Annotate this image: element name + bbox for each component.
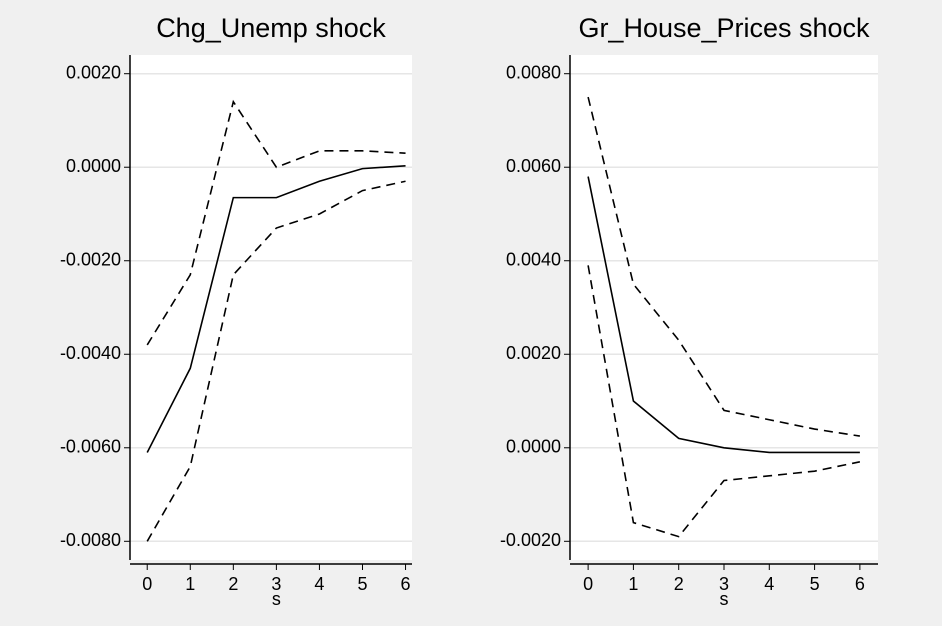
- x-tick-label: 1: [628, 574, 638, 594]
- x-tick-label: 0: [142, 574, 152, 594]
- y-tick-label: 0.0080: [506, 62, 561, 82]
- series-line: [587, 96, 861, 437]
- x-tick-label: 6: [855, 574, 865, 594]
- chart-title: Chg_Unemp shock: [156, 13, 386, 43]
- y-tick-label: -0.0020: [60, 249, 121, 269]
- y-tick-label: -0.0040: [60, 343, 121, 363]
- y-tick-label: -0.0080: [60, 530, 121, 550]
- x-tick-label: 0: [583, 574, 593, 594]
- y-tick-label: -0.0060: [60, 437, 121, 457]
- y-tick-label: 0.0040: [506, 249, 561, 269]
- x-tick-label: 2: [228, 574, 238, 594]
- x-tick-label: 4: [314, 574, 324, 594]
- y-tick-label: 0.0000: [506, 437, 561, 457]
- series-line: [587, 265, 861, 538]
- series-line: [587, 176, 860, 454]
- x-tick-label: 2: [674, 574, 684, 594]
- series-line: [146, 165, 406, 453]
- x-axis-label: s: [720, 589, 729, 609]
- y-tick-label: 0.0020: [506, 343, 561, 363]
- y-tick-label: 0.0060: [506, 156, 561, 176]
- x-tick-label: 6: [401, 574, 411, 594]
- y-tick-label: 0.0000: [66, 156, 121, 176]
- x-tick-label: 3: [271, 574, 281, 594]
- plot-area: [130, 55, 412, 560]
- series-line: [146, 180, 406, 542]
- x-tick-label: 1: [185, 574, 195, 594]
- y-tick-label: -0.0020: [500, 530, 561, 550]
- x-tick-label: 5: [810, 574, 820, 594]
- plot-area: [570, 55, 878, 560]
- x-tick-label: 4: [764, 574, 774, 594]
- x-tick-label: 3: [719, 574, 729, 594]
- y-tick-label: 0.0020: [66, 62, 121, 82]
- series-line: [146, 99, 406, 346]
- x-axis-label: s: [272, 589, 281, 609]
- x-tick-label: 5: [357, 574, 367, 594]
- chart-title: Gr_House_Prices shock: [578, 13, 870, 43]
